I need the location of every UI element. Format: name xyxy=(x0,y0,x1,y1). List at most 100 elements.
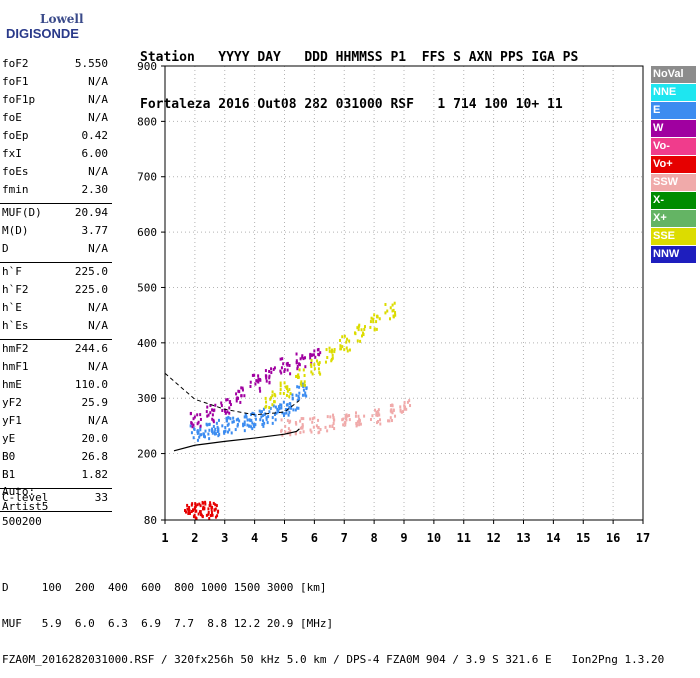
param-row: yE 20.0 xyxy=(0,432,112,450)
data-point xyxy=(220,401,223,405)
param-name: hmF1 xyxy=(2,360,29,373)
data-point xyxy=(280,406,283,410)
data-point xyxy=(288,388,291,392)
data-point xyxy=(199,433,202,437)
data-point xyxy=(216,430,219,434)
data-point xyxy=(228,406,231,410)
data-point xyxy=(319,351,322,355)
data-point xyxy=(282,391,285,395)
data-point xyxy=(283,412,286,416)
data-point xyxy=(304,393,307,397)
data-point xyxy=(358,422,361,426)
data-point xyxy=(228,411,231,415)
param-row: B0 26.8 xyxy=(0,450,112,468)
digisonde-logo: Lowell DIGISONDE xyxy=(2,6,84,42)
param-name: foF1p xyxy=(2,93,36,106)
muf-row: MUF 5.9 6.0 6.3 6.9 7.7 8.8 12.2 20.9 [M… xyxy=(2,617,334,630)
data-point xyxy=(377,420,380,424)
param-value: 110.0 xyxy=(74,378,108,391)
data-point xyxy=(309,356,312,360)
data-point xyxy=(277,405,280,409)
data-point xyxy=(302,388,305,392)
data-point xyxy=(317,367,320,371)
data-point xyxy=(188,511,191,515)
data-point xyxy=(296,406,299,410)
data-point xyxy=(333,348,336,352)
data-point xyxy=(286,419,289,423)
data-point xyxy=(309,363,312,367)
data-point xyxy=(357,328,360,332)
data-point xyxy=(274,405,277,409)
param-value: 20.0 xyxy=(81,432,109,445)
data-point xyxy=(250,413,253,417)
data-point xyxy=(283,370,286,374)
data-point xyxy=(194,502,197,506)
data-point xyxy=(207,432,210,436)
data-point xyxy=(369,320,372,324)
data-point xyxy=(208,428,211,432)
data-point xyxy=(342,417,345,421)
data-point xyxy=(224,409,227,413)
data-point xyxy=(274,418,277,422)
data-point xyxy=(285,411,288,415)
data-point xyxy=(217,427,220,431)
data-point xyxy=(299,357,302,361)
data-point xyxy=(208,516,211,520)
data-point xyxy=(205,422,208,426)
data-point xyxy=(310,370,313,374)
data-point xyxy=(403,400,406,404)
data-point xyxy=(363,327,366,331)
data-point xyxy=(369,325,372,329)
data-point xyxy=(187,510,190,514)
data-point xyxy=(356,326,359,330)
param-value: 26.8 xyxy=(81,450,109,463)
data-point xyxy=(390,419,393,423)
data-point xyxy=(313,416,316,420)
auto-code: 500200 xyxy=(2,515,42,528)
param-row: MUF(D) 20.94 xyxy=(0,206,112,224)
data-point xyxy=(259,410,262,414)
data-point xyxy=(270,367,273,371)
data-point xyxy=(209,411,212,415)
x-tick-label: 5 xyxy=(281,531,288,545)
data-point xyxy=(288,410,291,414)
data-point xyxy=(371,414,374,418)
data-point xyxy=(246,423,249,427)
data-point xyxy=(341,335,344,339)
data-point xyxy=(265,400,268,404)
data-point xyxy=(273,366,276,370)
data-point xyxy=(285,403,288,407)
chart-grid xyxy=(164,65,644,521)
data-point xyxy=(282,400,285,404)
data-point xyxy=(240,394,243,398)
data-point xyxy=(311,372,314,376)
data-point xyxy=(305,394,308,398)
data-point xyxy=(384,311,387,315)
data-point xyxy=(251,427,254,431)
data-point xyxy=(345,416,348,420)
data-point xyxy=(299,431,302,435)
data-point xyxy=(346,349,349,353)
data-point xyxy=(300,383,303,387)
data-point xyxy=(309,428,312,432)
data-point xyxy=(355,421,358,425)
data-point xyxy=(255,379,258,383)
x-tick-label: 16 xyxy=(606,531,620,545)
data-point xyxy=(279,369,282,373)
data-point xyxy=(241,388,244,392)
data-point xyxy=(344,423,347,427)
param-value: N/A xyxy=(88,414,108,427)
data-point xyxy=(376,410,379,414)
data-point xyxy=(273,400,276,404)
data-point xyxy=(214,432,217,436)
data-point xyxy=(232,416,235,420)
data-point xyxy=(297,406,300,410)
data-point xyxy=(279,388,282,392)
x-tick-label: 17 xyxy=(636,531,650,545)
data-point xyxy=(246,418,249,422)
param-value: 225.0 xyxy=(74,283,108,296)
data-point xyxy=(243,423,246,427)
data-point xyxy=(354,414,357,418)
data-point xyxy=(304,391,307,395)
data-point xyxy=(406,400,409,404)
